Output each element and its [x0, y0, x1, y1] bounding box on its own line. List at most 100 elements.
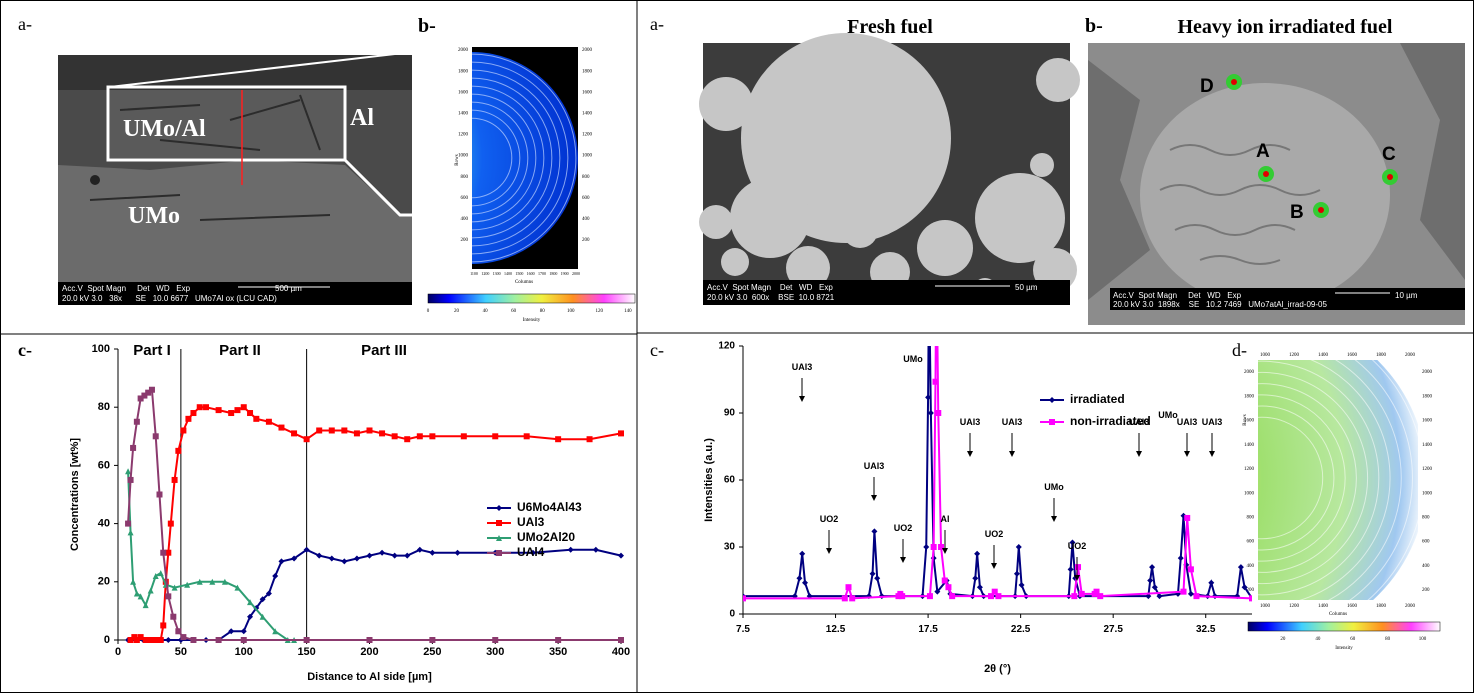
diffraction-pattern — [1247, 360, 1441, 632]
marker — [127, 476, 134, 483]
legend-label: UAl3 — [517, 515, 545, 529]
marker — [240, 637, 247, 643]
pattern-ring — [1328, 360, 1402, 600]
marker — [278, 424, 285, 431]
y-tick-label: 100 — [92, 343, 110, 355]
pattern-tick-label: 2000 — [1405, 604, 1416, 609]
marker — [137, 593, 144, 600]
marker — [1049, 397, 1055, 403]
colorbar-tick-label: 0 — [427, 309, 430, 314]
marker — [932, 378, 939, 385]
pattern-tick-label: 1800 — [549, 271, 557, 276]
marker — [265, 418, 272, 425]
marker — [127, 529, 134, 536]
marker — [1184, 514, 1191, 521]
region-label: UMo/Al — [123, 116, 206, 142]
annotation-arrowhead — [1051, 516, 1057, 522]
marker — [265, 590, 272, 597]
pattern-tick-label: 1400 — [1422, 443, 1433, 448]
pattern-tick-label: 1200 — [1244, 467, 1255, 472]
annotation-arrowhead — [991, 563, 997, 569]
pattern-tick-label: 1600 — [1347, 353, 1358, 358]
marker — [1208, 579, 1215, 586]
pattern-tick-label: 600 — [461, 196, 469, 201]
marker — [988, 593, 995, 600]
pattern-tick-label: 2000 — [582, 48, 593, 53]
plot-area — [125, 386, 624, 643]
x-tick-label: 300 — [486, 646, 504, 658]
marker — [152, 572, 159, 579]
marker — [1069, 539, 1076, 546]
pattern-tick-label: 1200 — [458, 133, 469, 138]
annotation: Al — [941, 514, 950, 524]
marker — [234, 584, 241, 591]
pattern-ring — [472, 53, 577, 263]
panel-title: Fresh fuel — [847, 16, 933, 38]
pattern-tick-label: 1300 — [493, 271, 501, 276]
pattern-tick-label: 1600 — [582, 90, 593, 95]
scale-label: 10 µm — [1395, 291, 1418, 300]
annotation: Part I — [133, 342, 171, 359]
x-tick-label: 22.5 — [1011, 624, 1031, 635]
marker — [130, 444, 137, 451]
marker — [127, 637, 134, 643]
pattern-tick-label: 600 — [582, 196, 590, 201]
marker — [416, 546, 423, 553]
marker — [1078, 590, 1085, 597]
marker — [142, 637, 149, 643]
marker — [1018, 581, 1025, 588]
marker — [152, 637, 159, 643]
legend-label: U6Mo4Al43 — [517, 500, 582, 514]
pattern-tick-label: 1000 — [1260, 604, 1271, 609]
marker — [938, 544, 945, 550]
x-tick-label: 400 — [612, 646, 630, 658]
pattern-tick-label: 200 — [461, 238, 469, 243]
marker — [156, 491, 163, 498]
marker — [366, 637, 373, 643]
marker — [555, 436, 562, 443]
marker — [328, 427, 335, 434]
marker — [496, 550, 502, 556]
marker — [454, 549, 461, 556]
marker — [496, 505, 502, 511]
colorbar-tick-label: 100 — [567, 309, 575, 314]
marker — [167, 520, 174, 527]
pattern-tick-label: 1200 — [1289, 353, 1300, 358]
marker — [196, 404, 203, 411]
marker — [974, 550, 981, 557]
marker — [529, 549, 536, 556]
marker — [190, 410, 197, 417]
marker — [184, 581, 191, 588]
marker — [379, 430, 386, 437]
marker — [316, 427, 323, 434]
colorbar-tick-label: 20 — [1280, 637, 1286, 642]
panel-label: b- — [1085, 15, 1103, 37]
annotation-arrowhead — [826, 548, 832, 554]
y-tick-label: 40 — [98, 518, 110, 530]
marker — [618, 430, 624, 437]
pattern-ring — [1258, 405, 1335, 551]
marker — [586, 436, 593, 443]
marker — [353, 555, 360, 562]
y-tick-label: 60 — [724, 475, 736, 486]
marker — [1097, 593, 1104, 600]
marker — [1147, 577, 1154, 584]
pattern-tick-label: 1000 — [1244, 491, 1255, 496]
marker — [802, 579, 809, 586]
annotation: UAl3 — [1202, 417, 1223, 427]
x-axis-label: Distance to Al side [µm] — [307, 671, 432, 683]
sem-image — [1088, 43, 1465, 325]
marker — [366, 552, 373, 559]
marker — [215, 637, 222, 643]
marker — [165, 637, 172, 643]
annotation: UMo — [1158, 410, 1178, 420]
region-label: UMo — [128, 203, 180, 229]
annotation: UO2 — [894, 523, 913, 533]
y-axis-label: Intensities (a.u.) — [703, 438, 715, 522]
pattern-tick-label: 1400 — [1244, 443, 1255, 448]
marker — [259, 596, 266, 603]
y-tick-label: 80 — [98, 401, 110, 413]
marker — [1013, 570, 1020, 577]
x-tick-label: 0 — [115, 646, 121, 658]
marker — [1151, 584, 1158, 591]
